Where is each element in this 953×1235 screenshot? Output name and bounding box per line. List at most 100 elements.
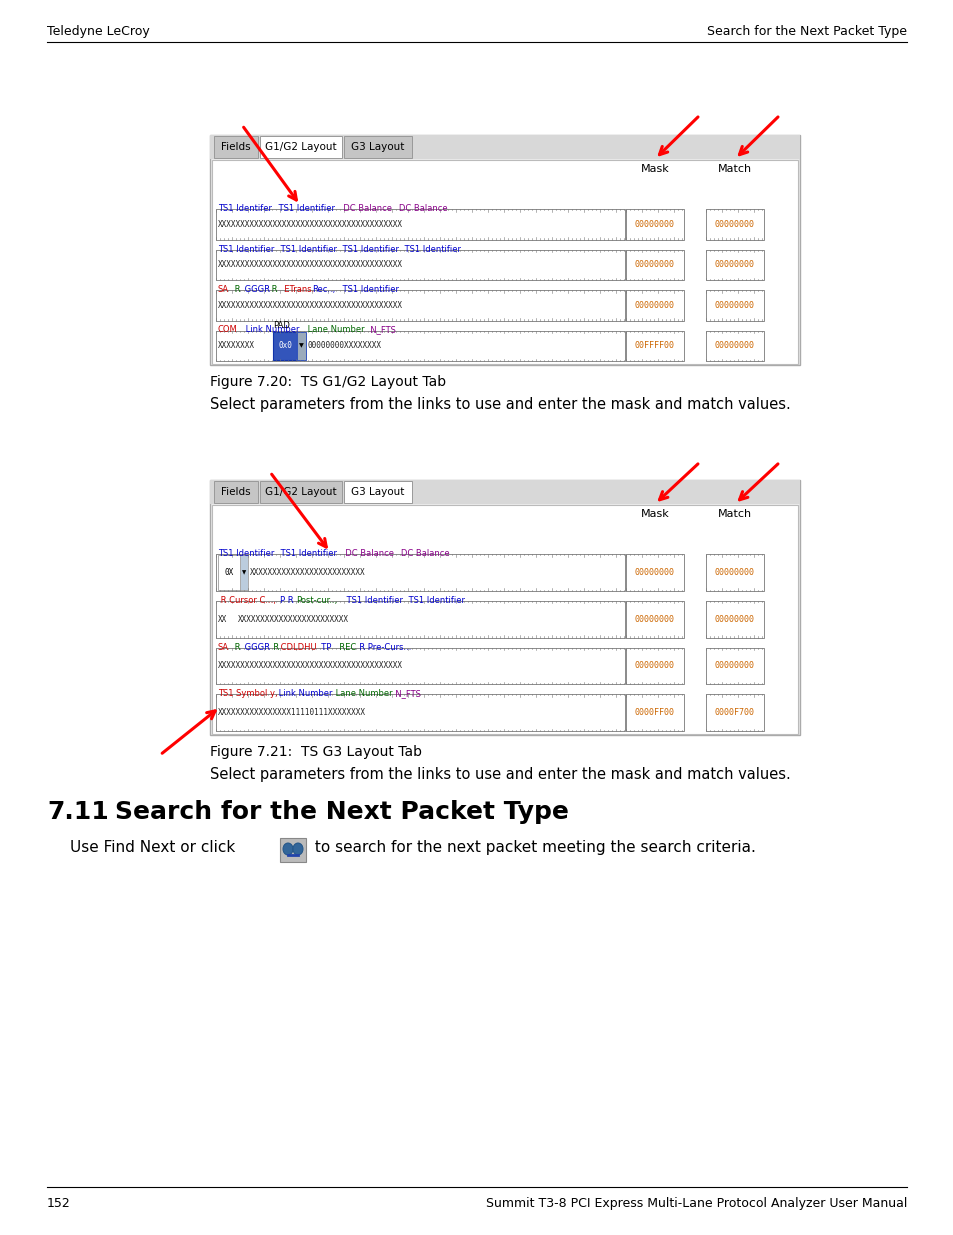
Text: 00000000: 00000000 — [635, 301, 675, 310]
Text: G1/G2 Layout: G1/G2 Layout — [265, 487, 336, 496]
Text: 0X: 0X — [224, 568, 233, 577]
Text: 00000000: 00000000 — [635, 615, 675, 624]
Bar — [705, 290, 763, 321]
Bar — [215, 647, 624, 684]
Text: 00000000: 00000000 — [635, 261, 675, 269]
Bar — [705, 694, 763, 731]
Text: Fields: Fields — [221, 487, 251, 496]
Text: TP: TP — [315, 642, 331, 652]
Text: R: R — [232, 285, 240, 294]
Text: R Cursor C...,: R Cursor C..., — [218, 595, 275, 605]
Text: 00000000XXXXXXXX: 00000000XXXXXXXX — [308, 341, 381, 351]
Text: G3 Layout: G3 Layout — [351, 487, 404, 496]
Text: N_FTS: N_FTS — [390, 689, 420, 698]
Text: ▼: ▼ — [242, 569, 246, 574]
Ellipse shape — [293, 844, 303, 855]
Text: Search for the Next Packet Type: Search for the Next Packet Type — [706, 25, 906, 38]
Bar — [625, 600, 683, 637]
Text: 00000000: 00000000 — [635, 568, 675, 577]
Text: DC Balance: DC Balance — [337, 204, 392, 212]
Text: 00000000: 00000000 — [714, 341, 754, 351]
FancyBboxPatch shape — [213, 480, 257, 503]
Text: GGGR: GGGR — [242, 642, 270, 652]
Bar — [625, 555, 683, 590]
Bar — [218, 555, 240, 590]
Text: 00000000: 00000000 — [714, 220, 754, 228]
Text: Mask: Mask — [640, 164, 669, 174]
Text: R Pre-Curs...: R Pre-Curs... — [354, 642, 411, 652]
Bar — [704, 506, 764, 522]
Text: Rec..,: Rec.., — [312, 285, 335, 294]
Text: XX: XX — [218, 615, 227, 624]
Text: TS1 Identifer: TS1 Identifer — [218, 204, 272, 212]
Text: 00000000: 00000000 — [714, 662, 754, 671]
Bar — [215, 600, 624, 637]
Text: 7.11: 7.11 — [47, 800, 109, 824]
Ellipse shape — [283, 844, 293, 855]
Bar — [705, 600, 763, 637]
Text: R: R — [269, 285, 277, 294]
Bar — [625, 209, 683, 240]
Text: 0000F700: 0000F700 — [714, 708, 754, 718]
Text: TS1 Identifier: TS1 Identifier — [339, 285, 398, 294]
Bar — [215, 290, 624, 321]
Text: Lane Number: Lane Number — [333, 689, 393, 698]
Text: 00000000: 00000000 — [635, 662, 675, 671]
Text: TS1 Identifier: TS1 Identifier — [406, 595, 464, 605]
Bar — [210, 135, 800, 366]
Text: DC Balance: DC Balance — [391, 204, 447, 212]
Bar — [625, 249, 683, 280]
Text: 0x0: 0x0 — [277, 341, 292, 351]
Text: ETrans.: ETrans. — [278, 285, 314, 294]
Text: N_FTS: N_FTS — [365, 326, 395, 335]
Bar — [705, 331, 763, 361]
Bar — [273, 331, 296, 359]
Text: CDLDHU: CDLDHU — [277, 642, 316, 652]
Text: REC: REC — [334, 642, 355, 652]
Text: 00000000: 00000000 — [714, 261, 754, 269]
Bar — [215, 694, 624, 731]
Text: Match: Match — [718, 164, 751, 174]
Bar — [212, 161, 797, 364]
Bar — [705, 555, 763, 590]
Text: 00FFFF00: 00FFFF00 — [635, 341, 675, 351]
Text: Match: Match — [718, 509, 751, 519]
Text: P R: P R — [280, 595, 294, 605]
Text: 00000000: 00000000 — [714, 615, 754, 624]
Text: Summit T3-8 PCI Express Multi-Lane Protocol Analyzer User Manual: Summit T3-8 PCI Express Multi-Lane Proto… — [485, 1197, 906, 1210]
Text: Link Number: Link Number — [243, 326, 299, 335]
Text: G3 Layout: G3 Layout — [351, 142, 404, 152]
Text: SA: SA — [218, 642, 229, 652]
Bar — [215, 555, 624, 590]
Text: Search for the Next Packet Type: Search for the Next Packet Type — [115, 800, 568, 824]
Text: 00000000: 00000000 — [714, 568, 754, 577]
Text: TS1 Identifier: TS1 Identifier — [339, 245, 398, 253]
Text: XXXXXXXXXXXXXXXXXXXXXXXXXXXXXXXXXXXXXXXX: XXXXXXXXXXXXXXXXXXXXXXXXXXXXXXXXXXXXXXXX — [218, 220, 402, 228]
Text: Fields: Fields — [221, 142, 251, 152]
Bar — [210, 480, 800, 504]
Text: GGGR: GGGR — [242, 285, 270, 294]
Bar — [210, 135, 800, 159]
Text: Figure 7.20:  TS G1/G2 Layout Tab: Figure 7.20: TS G1/G2 Layout Tab — [210, 375, 446, 389]
Text: XXXXXXXXXXXXXXXXXXXXXXXXXXXXXXXXXXXXXXXX: XXXXXXXXXXXXXXXXXXXXXXXXXXXXXXXXXXXXXXXX — [218, 261, 402, 269]
Bar — [624, 161, 684, 177]
Bar — [624, 506, 684, 522]
Bar — [215, 249, 624, 280]
Text: Teledyne LeCroy: Teledyne LeCroy — [47, 25, 150, 38]
Text: G1/G2 Layout: G1/G2 Layout — [265, 142, 336, 152]
Text: Figure 7.21:  TS G3 Layout Tab: Figure 7.21: TS G3 Layout Tab — [210, 745, 421, 760]
Bar — [705, 249, 763, 280]
Bar — [240, 555, 248, 590]
Text: TS1 Identifier: TS1 Identifier — [275, 204, 335, 212]
Text: Lane Number: Lane Number — [305, 326, 364, 335]
Bar — [625, 694, 683, 731]
FancyBboxPatch shape — [260, 136, 341, 158]
Bar — [215, 209, 624, 240]
Text: TS1 Identifier: TS1 Identifier — [218, 550, 274, 558]
Text: TS1 Identifier: TS1 Identifier — [277, 550, 336, 558]
Text: 0000FF00: 0000FF00 — [635, 708, 675, 718]
Text: XXXXXXXXXXXXXXXX11110111XXXXXXXX: XXXXXXXXXXXXXXXX11110111XXXXXXXX — [218, 708, 366, 718]
FancyBboxPatch shape — [344, 136, 412, 158]
Text: R: R — [268, 642, 279, 652]
Text: XXXXXXXXXXXXXXXXXXXXXXXXXXXXXXXXXXXXXXXX: XXXXXXXXXXXXXXXXXXXXXXXXXXXXXXXXXXXXXXXX — [218, 301, 402, 310]
